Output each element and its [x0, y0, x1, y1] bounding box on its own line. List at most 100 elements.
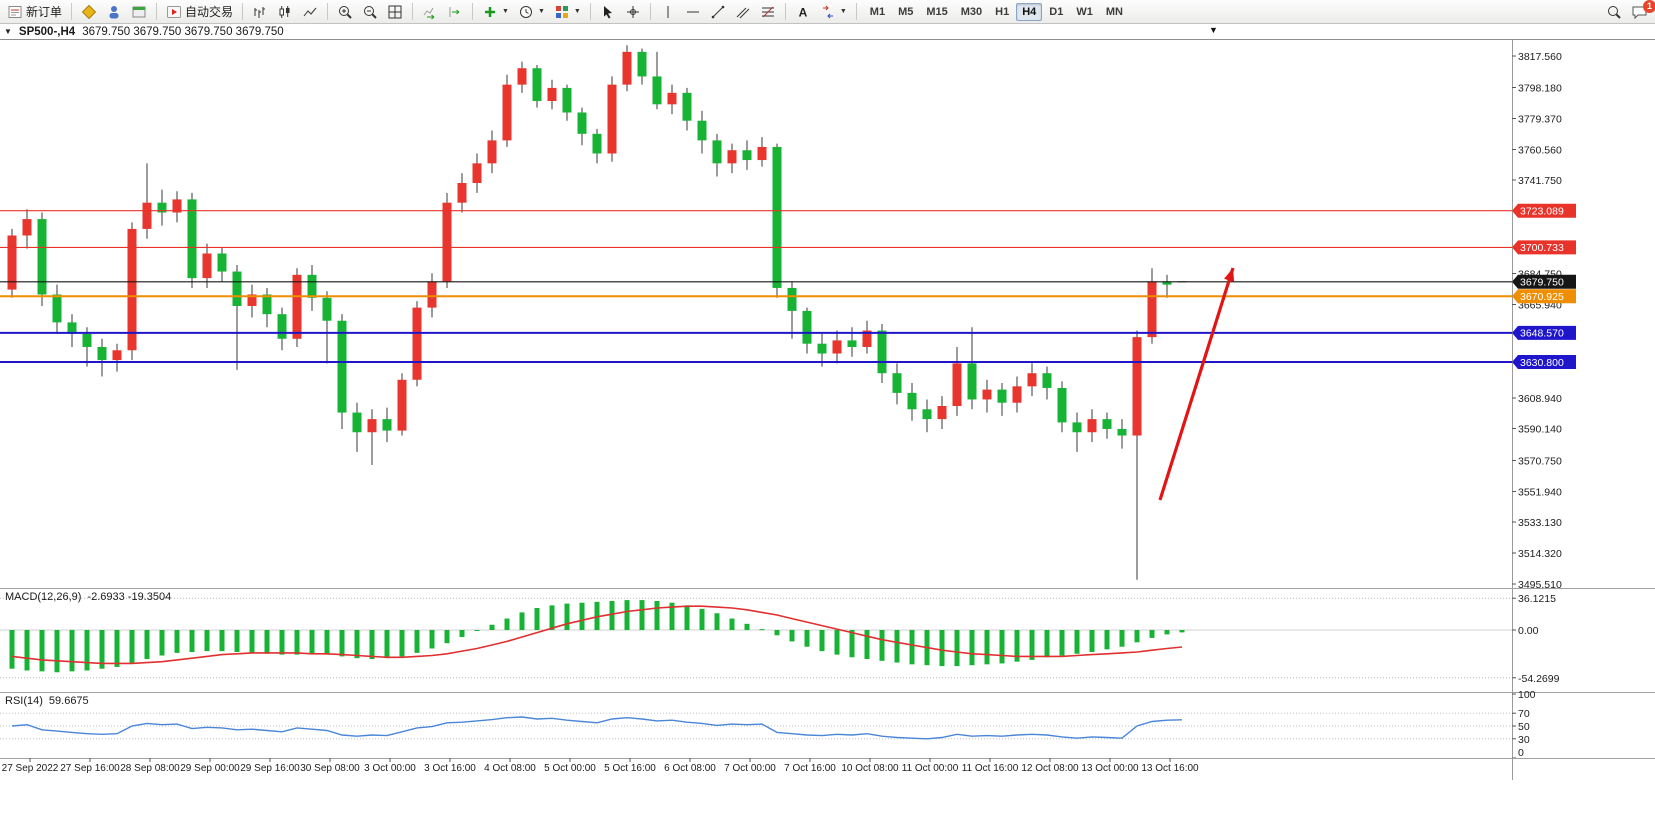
candle-body [667, 92, 677, 105]
candle-body [607, 84, 617, 154]
search-button[interactable] [1602, 2, 1626, 22]
candle-body [7, 235, 17, 290]
candlestick-chart-button[interactable] [273, 2, 297, 22]
line-chart-button[interactable] [298, 2, 322, 22]
macd-bar [384, 630, 390, 659]
candle-body [712, 140, 722, 164]
timeframe-w1-button[interactable]: W1 [1070, 3, 1099, 21]
cursor-button[interactable] [596, 2, 620, 22]
svg-text:30 Sep 08:00: 30 Sep 08:00 [300, 763, 360, 774]
svg-text:3 Oct 00:00: 3 Oct 00:00 [364, 763, 416, 774]
macd-bar [429, 630, 435, 649]
arrows-tool-button[interactable]: ▼ [816, 2, 851, 22]
macd-bar [339, 630, 345, 657]
candle-body [517, 68, 527, 85]
macd-bar [549, 605, 555, 630]
vertical-line-tool-button[interactable] [656, 2, 680, 22]
candle-body [772, 146, 782, 288]
svg-text:3741.750: 3741.750 [1518, 175, 1562, 187]
candle-body [1057, 387, 1067, 423]
trendline-tool-button[interactable] [706, 2, 730, 22]
svg-text:A: A [799, 5, 808, 19]
candle-body [292, 274, 302, 339]
new-order-button[interactable]: 新订单 [3, 2, 66, 22]
macd-indicator-label: MACD(12,26,9) -2.6933 -19.3504 [5, 591, 171, 603]
candle-body [337, 320, 347, 413]
rsi-value: 59.6675 [48, 695, 89, 707]
macd-bar [294, 630, 300, 655]
channel-tool-button[interactable] [731, 2, 755, 22]
svg-text:0.00: 0.00 [1518, 625, 1539, 637]
candlestick-chart-icon [277, 4, 293, 20]
macd-bar [324, 630, 330, 655]
trend-arrow-line [1158, 267, 1235, 501]
macd-bar [1149, 630, 1155, 638]
auto-scroll-button[interactable] [418, 2, 442, 22]
price-chart[interactable]: 3817.560 3798.180 3779.370 3760.560 3741.750… [0, 40, 1655, 825]
market-watch-button[interactable] [77, 2, 101, 22]
template-button[interactable]: ▼ [550, 2, 585, 22]
fibonacci-tool-button[interactable] [756, 2, 780, 22]
timeframe-h1-button[interactable]: H1 [989, 3, 1015, 21]
macd-values: -2.6933 -19.3504 [87, 591, 172, 603]
navigator-button[interactable] [102, 2, 126, 22]
price-tag [1512, 325, 1576, 340]
svg-text:3700.733: 3700.733 [1520, 242, 1564, 254]
new-order-icon [7, 4, 23, 20]
price-axis: 3817.560 3798.180 3779.370 3760.560 3741.750… [1512, 40, 1562, 780]
zoom-out-button[interactable] [358, 2, 382, 22]
collapse-arrow-icon[interactable]: ▼ [4, 27, 12, 36]
crosshair-button[interactable] [621, 2, 645, 22]
macd-bar [1164, 630, 1170, 635]
arrow-annotation[interactable] [1158, 267, 1235, 501]
macd-bar [54, 630, 60, 673]
macd-bar [309, 630, 315, 654]
macd-signal-line [11, 605, 1183, 665]
svg-text:100: 100 [1518, 689, 1536, 701]
horizontal-line-tool-button[interactable] [681, 2, 705, 22]
candle-body [757, 146, 767, 161]
tile-windows-button[interactable] [383, 2, 407, 22]
timeframe-mn-button[interactable]: MN [1100, 3, 1129, 21]
timeframe-h4-button[interactable]: H4 [1016, 2, 1043, 21]
candle-body [952, 363, 962, 406]
macd-bar [234, 630, 240, 652]
terminal-button[interactable] [127, 2, 151, 22]
macd-bar [279, 630, 285, 655]
price-tag [1512, 289, 1576, 304]
candle-body [1102, 419, 1112, 429]
macd-bar [864, 630, 870, 660]
bar-chart-button[interactable] [248, 2, 272, 22]
toolbar-separator [156, 3, 158, 20]
timeframe-m15-button[interactable]: M15 [920, 3, 953, 21]
add-indicator-button[interactable]: ▼ [478, 2, 513, 22]
timeframe-m30-button[interactable]: M30 [955, 3, 988, 21]
timeframe-m1-button[interactable]: M1 [864, 3, 891, 21]
zoom-in-button[interactable] [333, 2, 357, 22]
svg-text:7 Oct 00:00: 7 Oct 00:00 [724, 763, 776, 774]
candle-body [727, 150, 737, 164]
candle-body [817, 343, 827, 354]
timeframe-d1-button[interactable]: D1 [1043, 3, 1069, 21]
horizontal-lines-layer[interactable]: 3723.089 3700.733 3679.750 3670.925 3648.570… [0, 203, 1576, 370]
macd-bar [159, 630, 165, 656]
notifications-button[interactable]: 1 [1627, 0, 1655, 22]
svg-text:3551.940: 3551.940 [1518, 486, 1562, 498]
svg-text:3648.570: 3648.570 [1520, 328, 1564, 340]
periods-button[interactable]: ▼ [514, 2, 549, 22]
timeframe-m5-button[interactable]: M5 [892, 3, 919, 21]
autotrading-button[interactable]: 自动交易 [162, 2, 237, 22]
macd-bar [819, 630, 825, 652]
chart-shift-button[interactable] [443, 2, 467, 22]
candle-body [847, 340, 857, 347]
svg-text:3 Oct 16:00: 3 Oct 16:00 [424, 763, 476, 774]
chart-canvas[interactable]: 3817.560 3798.180 3779.370 3760.560 3741.750… [0, 40, 1655, 825]
candle-body [562, 87, 572, 113]
fibonacci-icon [760, 4, 776, 20]
text-tool-button[interactable]: A [791, 2, 815, 22]
candle-body [1117, 428, 1127, 436]
chart-shift-marker-icon[interactable]: ▼ [1209, 25, 1218, 35]
macd-bar [144, 630, 150, 660]
candle-body [472, 163, 482, 184]
